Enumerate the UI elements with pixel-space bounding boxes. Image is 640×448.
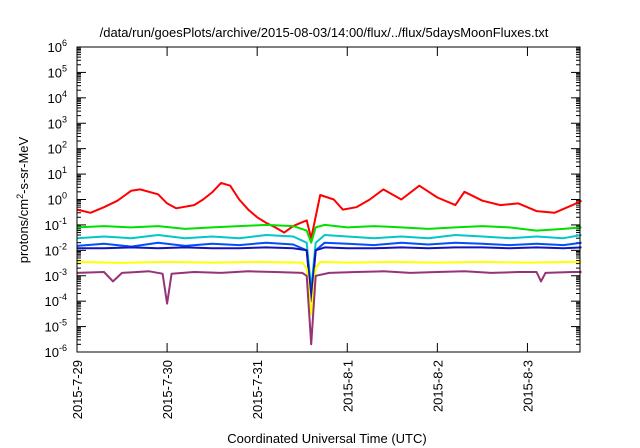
x-tick-label: 2015-7-29: [70, 360, 85, 419]
series-line-3: [76, 234, 582, 290]
series-line-4: [76, 241, 582, 295]
y-tick-label: 106: [48, 38, 67, 55]
y-tick-label: 105: [48, 63, 67, 80]
y-tick-label: 10-1: [45, 216, 67, 233]
x-tick-label: 2015-7-31: [250, 360, 265, 419]
y-tick-label: 10-2: [45, 241, 67, 258]
x-axis-label: Coordinated Universal Time (UTC): [227, 431, 426, 446]
x-axis-ticks: 2015-7-29 2015-7-30 2015-7-31 2015-8-1 2015-…: [70, 47, 535, 419]
chart-title: /data/run/goesPlots/archive/2015-08-03/1…: [100, 25, 549, 40]
y-tick-label: 103: [48, 114, 67, 131]
plot-frame: [76, 46, 581, 353]
y-tick-label: 10-5: [45, 318, 67, 335]
y-axis-label: protons/cm2-s-sr-MeV: [15, 136, 31, 263]
y-tick-label: 102: [48, 140, 67, 157]
x-tick-label: 2015-8-3: [520, 360, 535, 412]
series-layer: [76, 181, 582, 346]
series-line-7: [76, 270, 582, 346]
y-tick-label: 10-3: [45, 267, 67, 284]
y-tick-label: 10-4: [45, 292, 67, 309]
x-tick-label: 2015-8-1: [340, 360, 355, 412]
y-tick-label: 104: [48, 89, 67, 106]
series-line-2: [76, 223, 582, 244]
x-tick-label: 2015-7-30: [160, 360, 175, 419]
y-tick-label: 10-6: [45, 343, 67, 360]
y-tick-label: 100: [48, 191, 67, 208]
series-line-1: [76, 181, 582, 240]
series-line-6: [76, 260, 582, 316]
series-line-5: [77, 246, 582, 303]
x-tick-label: 2015-8-2: [430, 360, 445, 412]
y-tick-label: 101: [48, 165, 67, 182]
